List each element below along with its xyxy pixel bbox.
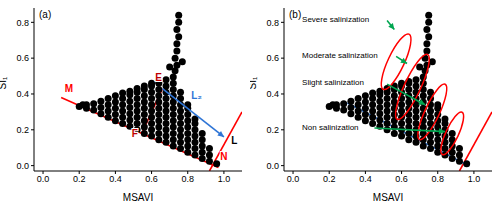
svg-text:0.6: 0.6: [395, 174, 408, 184]
svg-text:Severe salinization: Severe salinization: [302, 15, 369, 24]
svg-text:0.6: 0.6: [266, 53, 279, 63]
svg-text:N: N: [220, 151, 227, 162]
svg-text:L₂: L₂: [191, 90, 202, 101]
svg-text:0.8: 0.8: [16, 18, 29, 28]
svg-text:0.4: 0.4: [109, 174, 122, 184]
svg-text:0.4: 0.4: [359, 174, 372, 184]
svg-text:M: M: [65, 83, 73, 94]
svg-text:0.2: 0.2: [16, 125, 29, 135]
svg-text:Moderate salinization: Moderate salinization: [302, 51, 378, 60]
svg-text:0.6: 0.6: [16, 53, 29, 63]
html-text:(b): (b): [289, 9, 302, 20]
svg-text:0.8: 0.8: [431, 174, 444, 184]
svg-text:MSAVI: MSAVI: [123, 192, 153, 201]
svg-text:1.0: 1.0: [468, 174, 481, 184]
svg-text:L: L: [231, 135, 237, 146]
svg-text:0.0: 0.0: [37, 174, 50, 184]
svg-text:1.0: 1.0: [218, 174, 231, 184]
svg-text:0.8: 0.8: [181, 174, 194, 184]
svg-text:0.4: 0.4: [266, 89, 279, 99]
svg-text:0.2: 0.2: [73, 174, 86, 184]
svg-text:Slight salinization: Slight salinization: [302, 78, 364, 87]
svg-text:E: E: [155, 72, 162, 83]
svg-text:0.4: 0.4: [16, 89, 29, 99]
svg-text:F: F: [132, 128, 138, 139]
svg-text:Non salinization: Non salinization: [302, 123, 358, 132]
svg-text:MSAVI: MSAVI: [373, 192, 403, 201]
svg-text:0.0: 0.0: [16, 161, 29, 171]
svg-text:0.2: 0.2: [266, 125, 279, 135]
html-text:(a): (a): [39, 9, 52, 20]
svg-text:0.0: 0.0: [266, 161, 279, 171]
svg-text:0.2: 0.2: [323, 174, 336, 184]
svg-text:0.6: 0.6: [145, 174, 158, 184]
svg-text:SI₁: SI₁: [250, 76, 258, 89]
svg-text:0.8: 0.8: [266, 18, 279, 28]
svg-text:0.0: 0.0: [287, 174, 300, 184]
